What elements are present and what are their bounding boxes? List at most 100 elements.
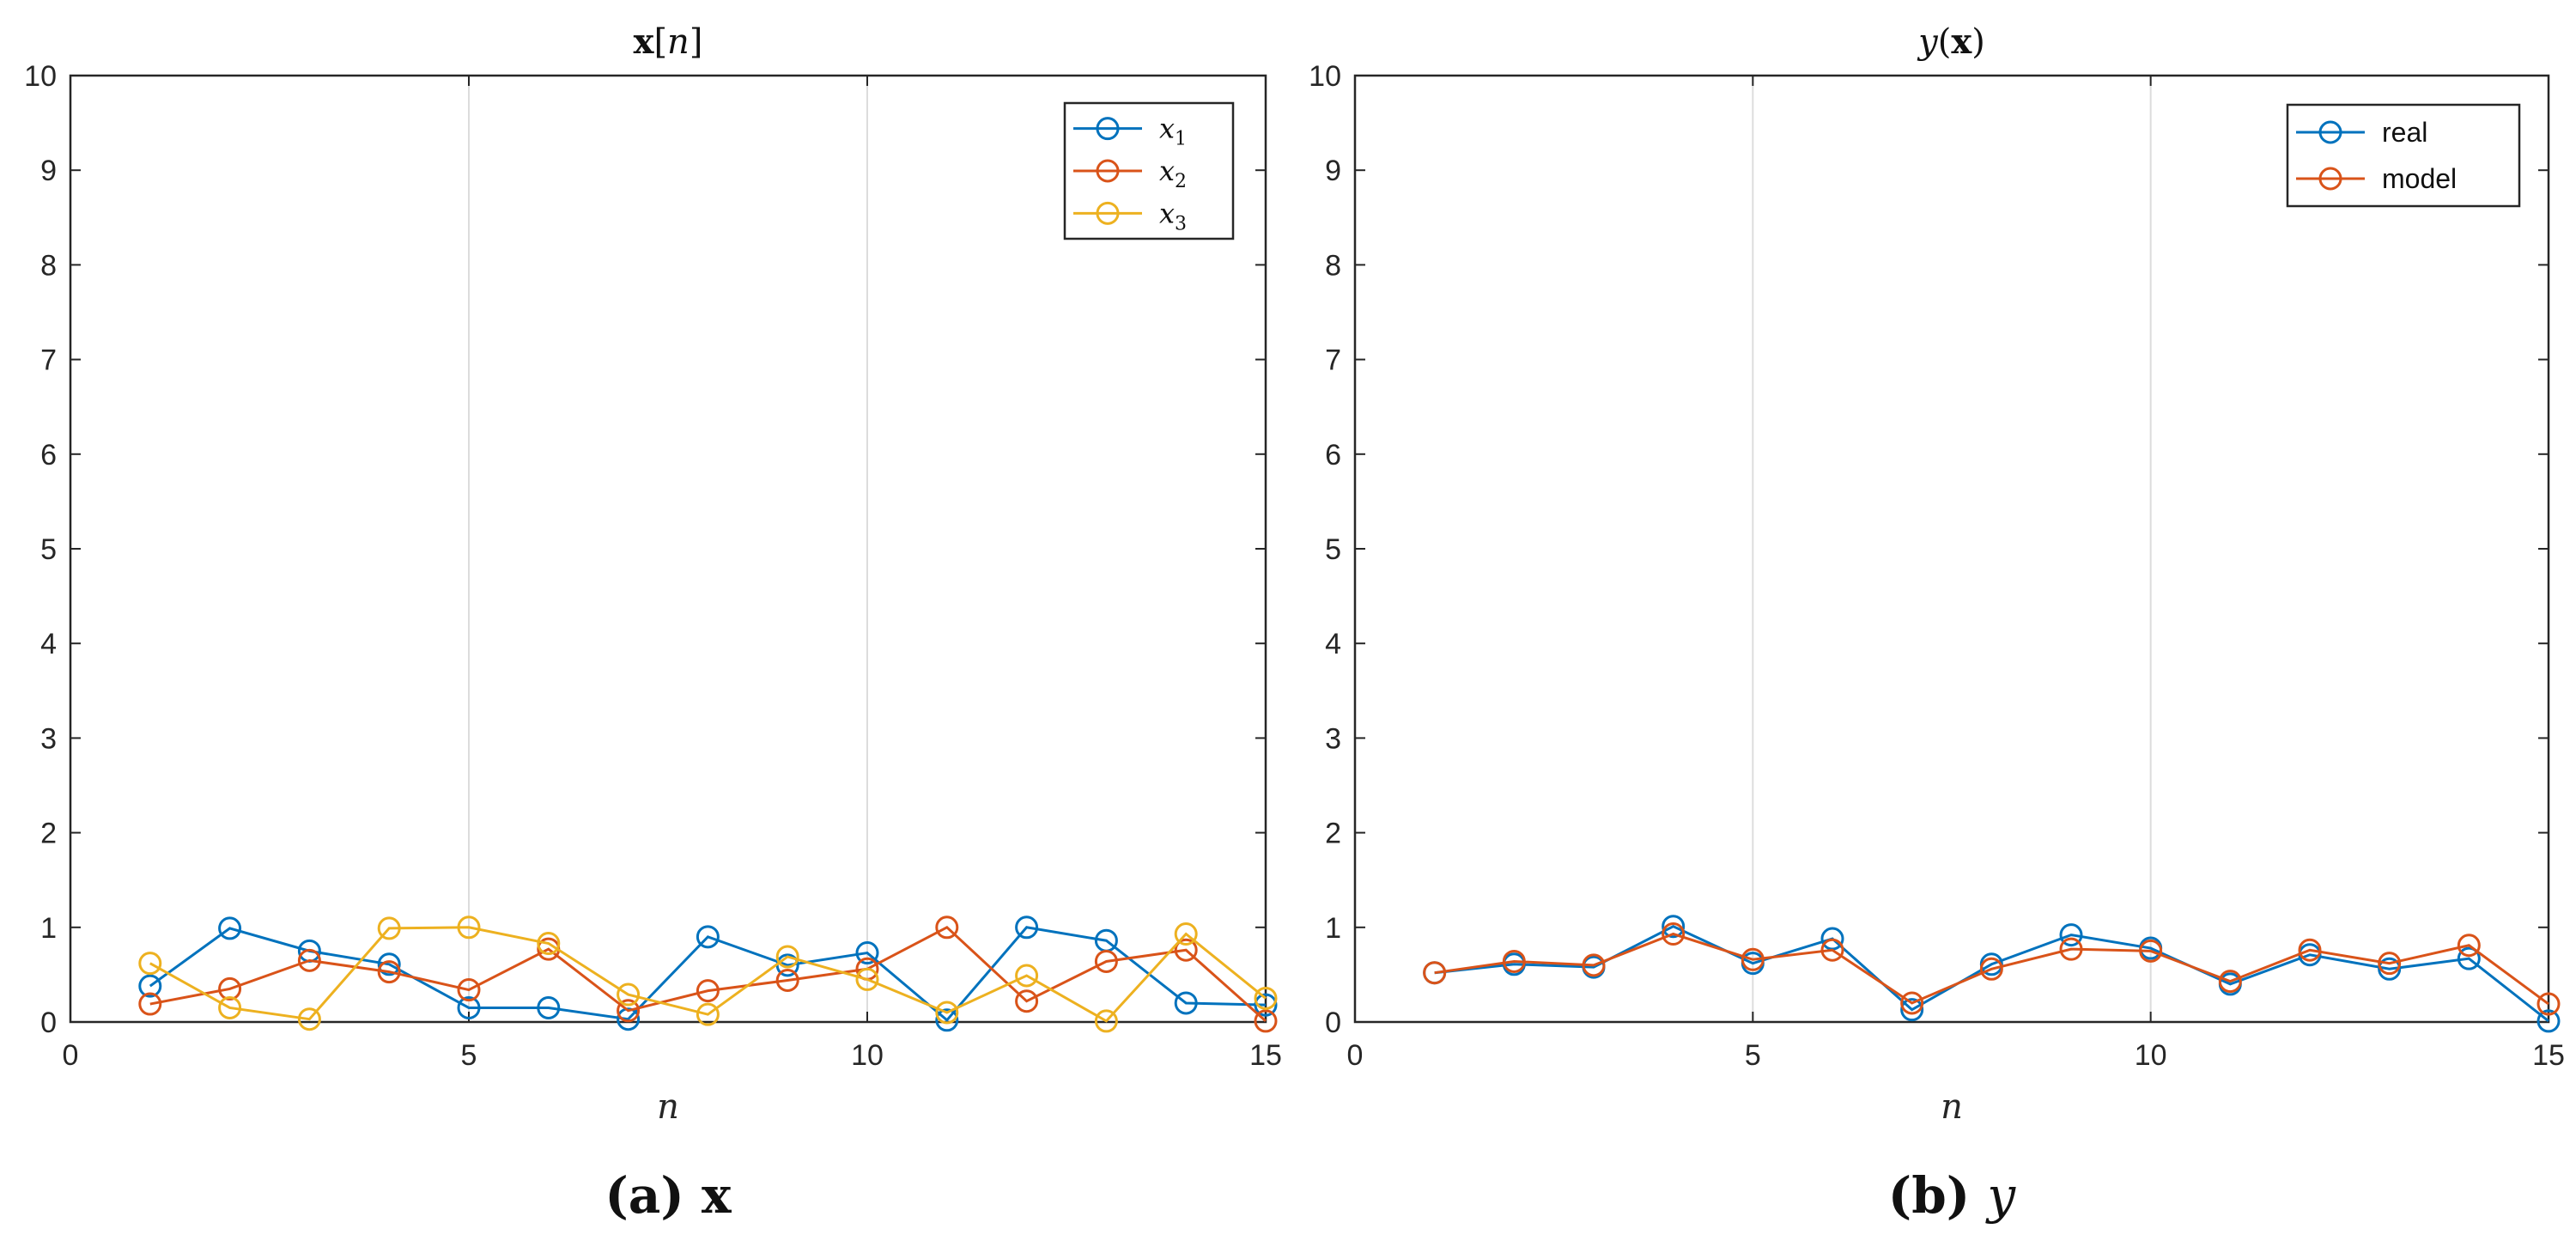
data-point-x2 — [457, 978, 481, 1002]
x-tick-label: 5 — [1745, 1039, 1761, 1072]
y-tick-label: 1 — [1325, 912, 1341, 945]
legend-label: x3 — [1159, 197, 1187, 234]
data-point-model — [2298, 938, 2322, 962]
x-tick-label: 15 — [2532, 1039, 2565, 1072]
data-point-model — [2139, 939, 2163, 963]
legend-label: model — [2382, 163, 2457, 194]
y-tick-label: 8 — [1325, 249, 1341, 282]
plot-panel-2: 0 1 2 3 4 5 6 7 8 9 10 0 5 10 15 n y(x) real model (b) y — [1309, 21, 2565, 1225]
legend-marker — [2318, 167, 2342, 191]
data-point-x3 — [775, 945, 799, 969]
x-tick-label: 5 — [461, 1039, 477, 1072]
legend-label: x2 — [1159, 155, 1187, 192]
data-point-model — [1900, 991, 1924, 1015]
legend: x1 x2 x3 — [1063, 101, 1235, 240]
data-point-x1 — [377, 952, 401, 976]
data-point-x3 — [855, 967, 879, 991]
data-point-model — [2378, 952, 2402, 976]
data-point-model — [2457, 934, 2481, 958]
y-tick-label: 2 — [1325, 818, 1341, 850]
legend-item-model: model — [2296, 163, 2457, 194]
y-tick-label: 5 — [1325, 533, 1341, 566]
y-tick-label: 3 — [40, 722, 57, 755]
x-tick-label: 10 — [2135, 1039, 2167, 1072]
y-tick-label: 5 — [40, 533, 57, 566]
y-tick-label: 4 — [1325, 628, 1341, 660]
data-point-x3 — [935, 1001, 959, 1025]
y-tick-label: 6 — [1325, 439, 1341, 471]
data-point-model — [1502, 949, 1526, 973]
data-point-x3 — [696, 1002, 720, 1026]
data-point-x2 — [1094, 949, 1118, 973]
data-point-x1 — [1174, 991, 1198, 1015]
panel-caption: (a) x — [605, 1166, 732, 1225]
y-tick-label: 0 — [40, 1007, 57, 1039]
data-point-x3 — [1094, 1009, 1118, 1033]
data-point-x3 — [138, 952, 162, 976]
y-tick-label: 9 — [40, 155, 57, 187]
data-point-x3 — [1015, 964, 1039, 988]
series-line-x1 — [149, 926, 1267, 1022]
y-tick-label: 1 — [40, 912, 57, 945]
y-tick-label: 0 — [1325, 1007, 1341, 1039]
y-tick-label: 10 — [24, 60, 57, 93]
plot-title: y(x) — [1917, 21, 1985, 62]
plot-panel-1: 0 1 2 3 4 5 6 7 8 9 10 0 5 10 15 n x[n] x1 x2 x3 (a) x — [24, 21, 1282, 1225]
legend-item-x1: x1 — [1073, 113, 1187, 150]
data-point-x1 — [1015, 915, 1039, 940]
data-point-x2 — [1254, 1009, 1278, 1033]
data-point-x2 — [1174, 938, 1198, 962]
legend-label: x1 — [1159, 113, 1187, 150]
y-tick-label: 7 — [1325, 344, 1341, 377]
data-point-model — [2218, 970, 2242, 994]
data-point-x3 — [617, 982, 641, 1007]
data-point-model — [1741, 947, 1765, 971]
panel-caption: (b) y — [1888, 1166, 2017, 1225]
data-point-model — [1423, 961, 1447, 985]
series-x1 — [138, 915, 1278, 1032]
legend-marker — [2318, 120, 2342, 144]
data-point-real — [1900, 998, 1924, 1022]
legend: real model — [2286, 103, 2521, 208]
data-point-x2 — [218, 976, 242, 1001]
x-tick-label: 15 — [1249, 1039, 1282, 1072]
legend-item-real: real — [2296, 117, 2427, 148]
legend-marker — [1096, 117, 1120, 141]
legend-marker — [1096, 201, 1120, 225]
data-point-real — [1662, 915, 1686, 939]
data-point-x1 — [138, 974, 162, 998]
data-point-model — [1582, 953, 1606, 977]
y-tick-label: 6 — [40, 439, 57, 471]
data-point-x1 — [855, 941, 879, 965]
data-point-x1 — [457, 995, 481, 1019]
data-point-real — [2537, 1009, 2561, 1033]
data-point-x1 — [537, 995, 561, 1019]
data-point-x2 — [377, 960, 401, 984]
x-axis-label: n — [1941, 1087, 1963, 1127]
data-point-model — [1662, 922, 1686, 946]
data-point-x3 — [1174, 922, 1198, 946]
data-point-x2 — [138, 992, 162, 1016]
data-point-x1 — [617, 1007, 641, 1031]
legend-item-x2: x2 — [1073, 155, 1187, 192]
series-x3 — [138, 915, 1278, 1033]
data-point-real — [2059, 923, 2083, 947]
y-tick-label: 7 — [40, 344, 57, 377]
data-point-x1 — [1254, 993, 1278, 1017]
data-point-x3 — [218, 995, 242, 1019]
y-tick-label: 8 — [40, 249, 57, 282]
series-model — [1423, 922, 2561, 1016]
data-point-x2 — [775, 969, 799, 993]
x-tick-label: 10 — [851, 1039, 884, 1072]
data-point-real — [2378, 957, 2402, 981]
plot-title: x[n] — [634, 21, 703, 62]
data-point-x3 — [297, 1007, 321, 1031]
series-line-model — [1434, 932, 2549, 1006]
y-tick-label: 2 — [40, 818, 57, 850]
legend-box — [1063, 101, 1235, 240]
series-x2 — [138, 915, 1278, 1033]
plot-area — [1355, 76, 2549, 1022]
data-point-real — [2457, 946, 2481, 970]
legend-label: real — [2382, 117, 2427, 148]
